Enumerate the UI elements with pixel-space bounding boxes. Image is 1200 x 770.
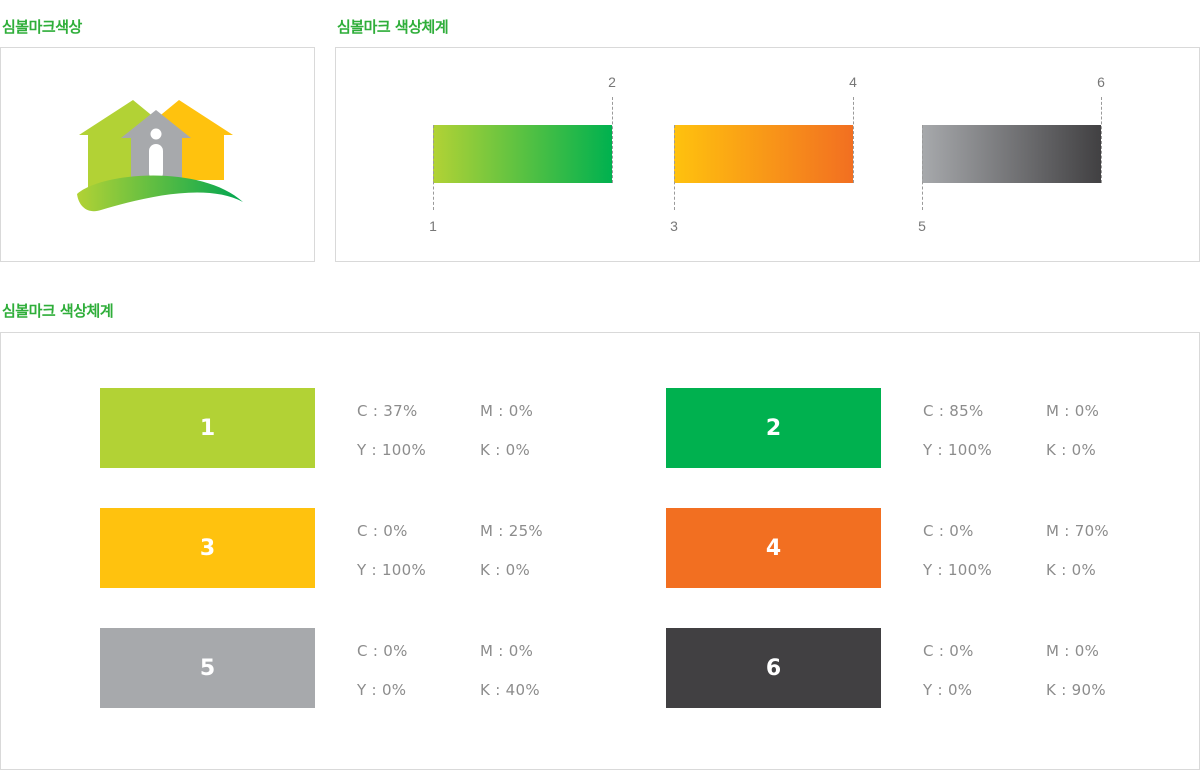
cmyk-y-value: Y : 100% xyxy=(357,561,427,579)
logo-panel xyxy=(0,47,315,262)
cmyk-y-value: Y : 100% xyxy=(357,441,427,459)
cmyk-c-value: C : 0% xyxy=(357,522,408,540)
gradient-end-label: 2 xyxy=(608,74,616,90)
cmyk-c-value: C : 0% xyxy=(923,642,974,660)
cmyk-y-value: Y : 0% xyxy=(357,681,407,699)
gradient-start-label: 3 xyxy=(670,218,678,234)
color-system-title-bottom: 심볼마크 색상체계 xyxy=(2,302,114,320)
cmyk-k-value: K : 0% xyxy=(480,441,531,459)
cmyk-c-value: C : 37% xyxy=(357,402,418,420)
cmyk-c-value: C : 0% xyxy=(923,522,974,540)
color-swatch-6: 6 xyxy=(666,628,881,708)
gradient-end-label: 4 xyxy=(849,74,857,90)
cmyk-y-value: Y : 100% xyxy=(923,561,993,579)
color-swatch-5: 5 xyxy=(100,628,315,708)
cmyk-k-value: K : 90% xyxy=(1046,681,1106,699)
gradient-bar-3 xyxy=(922,125,1101,183)
gradient-start-label: 1 xyxy=(429,218,437,234)
gradient-bar-1 xyxy=(433,125,612,183)
cmyk-k-value: K : 0% xyxy=(480,561,531,579)
cmyk-m-value: M : 70% xyxy=(1046,522,1109,540)
guide-line-start xyxy=(433,125,434,210)
guide-line-start xyxy=(674,125,675,210)
gradient-start-label: 5 xyxy=(918,218,926,234)
cmyk-m-value: M : 0% xyxy=(1046,642,1100,660)
cmyk-k-value: K : 0% xyxy=(1046,441,1097,459)
color-swatch-2: 2 xyxy=(666,388,881,468)
cmyk-y-value: Y : 0% xyxy=(923,681,973,699)
cmyk-m-value: M : 0% xyxy=(1046,402,1100,420)
cmyk-m-value: M : 0% xyxy=(480,402,534,420)
gradient-bar-2 xyxy=(674,125,853,183)
color-swatch-4: 4 xyxy=(666,508,881,588)
symbol-color-title: 심볼마크색상 xyxy=(2,18,82,36)
cmyk-k-value: K : 0% xyxy=(1046,561,1097,579)
color-swatch-3: 3 xyxy=(100,508,315,588)
cmyk-c-value: C : 85% xyxy=(923,402,984,420)
cmyk-k-value: K : 40% xyxy=(480,681,540,699)
color-swatch-1: 1 xyxy=(100,388,315,468)
color-system-title-top: 심볼마크 색상체계 xyxy=(337,18,449,36)
cmyk-m-value: M : 0% xyxy=(480,642,534,660)
cmyk-m-value: M : 25% xyxy=(480,522,543,540)
guide-line-end xyxy=(1101,97,1102,183)
cmyk-c-value: C : 0% xyxy=(357,642,408,660)
guide-line-start xyxy=(922,125,923,210)
guide-line-end xyxy=(853,97,854,183)
house-logo-icon xyxy=(77,100,243,212)
guide-line-end xyxy=(612,97,613,183)
gradient-end-label: 6 xyxy=(1097,74,1105,90)
cmyk-y-value: Y : 100% xyxy=(923,441,993,459)
